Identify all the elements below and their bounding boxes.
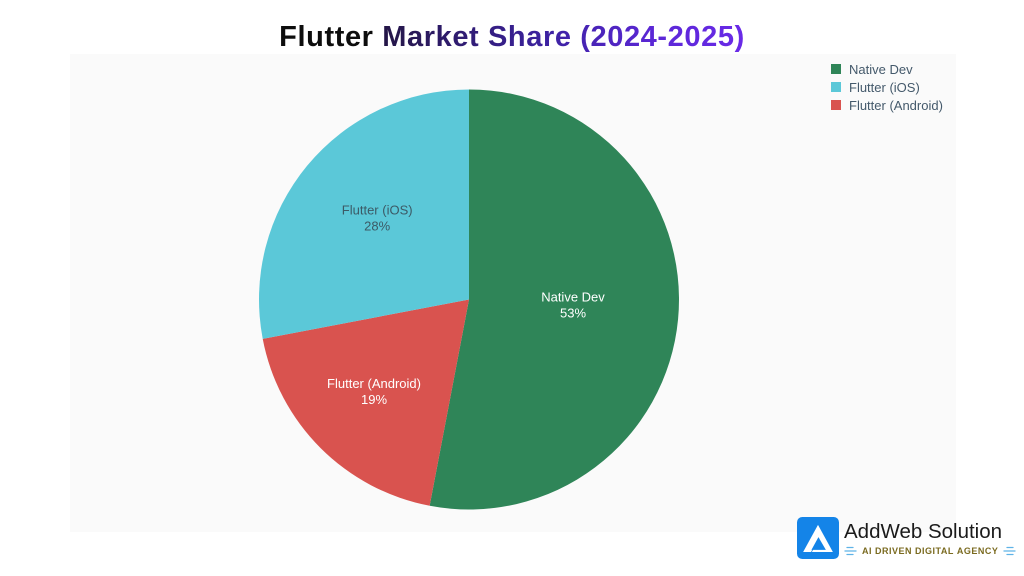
svg-text:53%: 53% bbox=[560, 306, 586, 321]
svg-text:Flutter (iOS): Flutter (iOS) bbox=[342, 203, 413, 218]
svg-text:Native Dev: Native Dev bbox=[541, 290, 605, 305]
svg-text:19%: 19% bbox=[361, 392, 387, 407]
svg-text:28%: 28% bbox=[364, 219, 390, 234]
svg-text:Flutter (Android): Flutter (Android) bbox=[327, 376, 421, 391]
